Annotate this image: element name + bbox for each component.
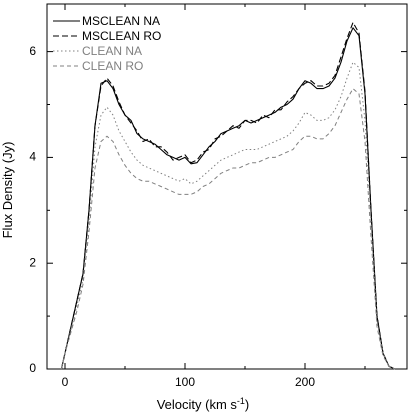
series-line-clean-na: [60, 61, 396, 370]
x-axis-title-main: Velocity (km s: [157, 397, 238, 412]
series-lines: [60, 21, 396, 370]
legend-label: CLEAN RO: [82, 59, 143, 73]
axis-tick-labels: 0 100 200 0 2 4 6: [29, 44, 315, 389]
x-axis-title-tail: ): [245, 397, 249, 412]
y-tick-label: 0: [29, 361, 36, 375]
series-line-clean-ro: [60, 88, 396, 370]
y-tick-label: 6: [29, 44, 36, 58]
legend-label: CLEAN NA: [82, 44, 142, 58]
axis-ticks: [47, 4, 407, 370]
legend-label: MSCLEAN RO: [82, 29, 161, 43]
plot-frame: [46, 3, 408, 370]
y-tick-label: 4: [29, 150, 36, 164]
series-line-msclean-ro: [60, 21, 396, 370]
y-tick-label: 2: [29, 255, 36, 269]
x-axis-title: Velocity (km s-1): [157, 396, 250, 412]
x-tick-label: 0: [62, 375, 69, 389]
y-axis-title: Flux Density (Jy): [0, 142, 15, 239]
x-axis-title-superscript: -1: [237, 396, 245, 406]
x-tick-label: 200: [295, 375, 315, 389]
legend-label: MSCLEAN NA: [82, 14, 160, 28]
series-line-msclean-na: [60, 27, 396, 370]
plot-area: [46, 3, 408, 370]
x-tick-label: 100: [175, 375, 195, 389]
